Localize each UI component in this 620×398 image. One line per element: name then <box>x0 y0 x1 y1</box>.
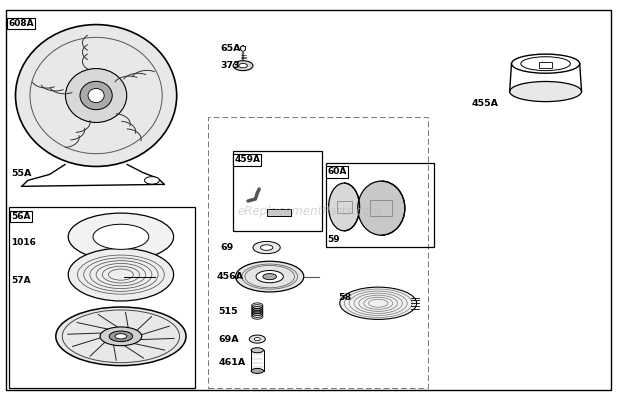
Ellipse shape <box>16 25 177 166</box>
Bar <box>326 163 434 247</box>
Text: 60A: 60A <box>327 168 347 176</box>
Ellipse shape <box>144 177 159 184</box>
Ellipse shape <box>340 287 417 320</box>
Ellipse shape <box>115 334 126 339</box>
Ellipse shape <box>510 82 582 101</box>
Ellipse shape <box>93 224 149 250</box>
Bar <box>267 209 291 216</box>
Ellipse shape <box>68 213 174 261</box>
Ellipse shape <box>253 242 280 254</box>
Text: 65A: 65A <box>220 44 241 53</box>
Ellipse shape <box>66 68 126 123</box>
Bar <box>337 201 352 213</box>
Bar <box>232 151 322 231</box>
Text: 373: 373 <box>220 61 240 70</box>
Ellipse shape <box>254 338 260 341</box>
Text: 59: 59 <box>327 235 340 244</box>
Text: 56A: 56A <box>11 213 30 221</box>
Ellipse shape <box>80 81 112 110</box>
Text: 608A: 608A <box>8 20 33 28</box>
Ellipse shape <box>249 335 265 343</box>
Ellipse shape <box>239 64 247 68</box>
Text: 455A: 455A <box>471 99 498 108</box>
Text: 55A: 55A <box>11 169 32 178</box>
Ellipse shape <box>88 88 104 103</box>
Ellipse shape <box>260 245 273 250</box>
Ellipse shape <box>56 307 186 366</box>
Ellipse shape <box>329 183 360 231</box>
Bar <box>539 62 552 68</box>
Ellipse shape <box>109 331 133 341</box>
Bar <box>370 200 392 216</box>
Text: 456A: 456A <box>217 272 244 281</box>
Text: 515: 515 <box>218 307 238 316</box>
Ellipse shape <box>256 271 283 283</box>
Ellipse shape <box>251 348 264 353</box>
Ellipse shape <box>68 248 174 301</box>
Ellipse shape <box>263 273 277 280</box>
Text: 459A: 459A <box>234 156 260 164</box>
Ellipse shape <box>358 181 405 235</box>
Ellipse shape <box>251 369 264 373</box>
Bar <box>9 207 195 388</box>
Text: 69: 69 <box>220 243 233 252</box>
Ellipse shape <box>236 261 304 292</box>
Ellipse shape <box>233 61 253 70</box>
Bar <box>208 117 428 388</box>
Text: eReplacementParts.com: eReplacementParts.com <box>238 205 382 218</box>
Text: 69A: 69A <box>218 335 239 343</box>
Text: 58: 58 <box>338 293 351 302</box>
Ellipse shape <box>100 327 142 346</box>
Text: 461A: 461A <box>218 358 246 367</box>
Ellipse shape <box>521 57 570 70</box>
Text: 1016: 1016 <box>11 238 36 247</box>
Text: 57A: 57A <box>11 276 31 285</box>
